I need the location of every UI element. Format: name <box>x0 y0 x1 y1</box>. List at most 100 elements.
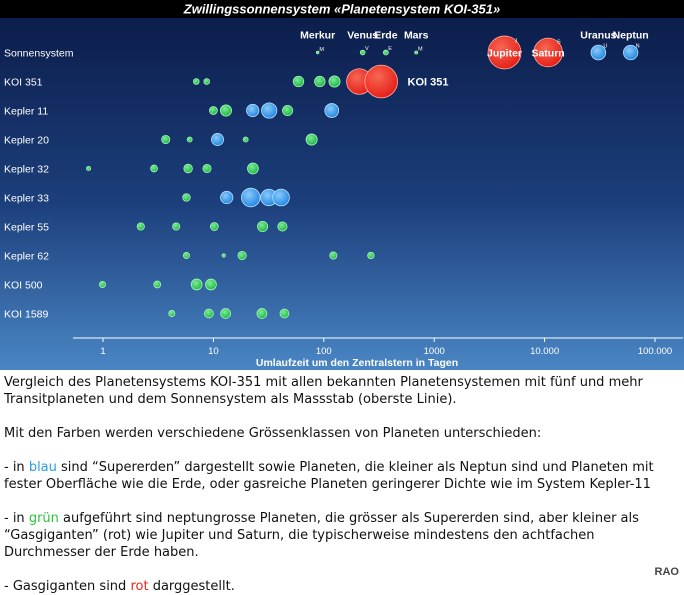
planet-point <box>203 78 211 85</box>
planet-point <box>182 252 190 259</box>
planet-letter: J <box>515 38 518 44</box>
x-tick-label: 1 <box>100 346 105 357</box>
planet-point <box>205 278 217 291</box>
row-label-koi-1589: KOI 1589 <box>4 309 49 321</box>
caption-blue-pre: - in <box>4 460 29 475</box>
x-tick-label: 10.000 <box>530 346 559 357</box>
planet-point <box>182 193 191 202</box>
planet-point <box>219 104 232 117</box>
planet-point <box>183 163 193 174</box>
system-annotation: KOI 351 <box>408 77 449 89</box>
caption-green: - in grün aufgeführt sind neptungrosse P… <box>4 510 680 561</box>
row-label-koi-500: KOI 500 <box>4 280 43 292</box>
planet-name-jupiter: Jupiter <box>487 48 522 60</box>
planet-name-mars: Mars <box>404 30 429 42</box>
x-axis-label: Umlaufzeit um den Zentralstern in Tagen <box>256 357 458 369</box>
row-label-kepler-33: Kepler 33 <box>4 193 49 205</box>
planet-point <box>168 310 176 317</box>
planet-point <box>172 222 181 231</box>
caption-red-pre: - Gasgiganten sind <box>4 579 131 594</box>
planet-point <box>364 64 398 99</box>
planet-point <box>272 188 290 207</box>
planet-point <box>359 49 366 56</box>
planet-name-erde: Erde <box>374 30 398 42</box>
caption-intro: Vergleich des Planetensystems KOI-351 mi… <box>4 375 643 407</box>
planet-name-merkur: Merkur <box>300 30 335 42</box>
planet-name-uranus: Uranus <box>580 30 616 42</box>
planet-system-chart: Zwillingssonnensystem «Planetensystem KO… <box>0 0 684 370</box>
planet-point <box>277 221 288 232</box>
planet-point <box>257 220 269 233</box>
row-label-koi-351: KOI 351 <box>4 77 43 89</box>
planet-point <box>414 50 419 55</box>
planet-point <box>533 37 563 68</box>
planet-point <box>305 133 318 146</box>
planet-point <box>204 308 214 319</box>
caption-green-post: aufgeführt sind neptungrosse Planeten, d… <box>4 511 639 560</box>
x-tick-label: 1000 <box>424 346 445 357</box>
caption-red-word: rot <box>130 579 149 594</box>
planet-letter: M <box>319 47 324 53</box>
system-rows: Sonnensystem KOI 351 Kepler 11 Kepler 20 Kep… <box>4 30 649 321</box>
planet-point <box>324 103 340 118</box>
system-kepler-20 <box>161 133 318 146</box>
caption-blue-post: sind “Supererden” dargestellt sowie Plan… <box>4 460 654 492</box>
system-kepler-33 <box>182 187 290 208</box>
row-label-kepler-55: Kepler 55 <box>4 222 49 234</box>
caption: Vergleich des Planetensystems KOI-351 mi… <box>4 374 680 595</box>
x-ticks: 1 10 100 1000 10.000 100.000 <box>100 338 672 357</box>
planet-point <box>193 78 200 85</box>
chart-background <box>0 0 684 370</box>
system-sonnensystem: M Merkur V Venus E Erde M Mars J Jupiter S Saturn UU… <box>300 30 649 70</box>
planet-point <box>328 75 341 88</box>
planet-point <box>221 253 226 258</box>
system-kepler-11 <box>209 102 340 119</box>
planet-point <box>382 49 389 56</box>
x-tick-label: 100 <box>316 346 332 357</box>
row-label-sonnensystem: Sonnensystem <box>4 48 74 60</box>
planet-point <box>329 251 338 260</box>
planet-point <box>623 44 639 61</box>
x-tick-label: 100.000 <box>638 346 672 357</box>
planet-point <box>292 75 305 88</box>
planet-point <box>314 75 326 88</box>
row-label-kepler-11: Kepler 11 <box>4 106 48 118</box>
credit-label: RAO <box>654 566 679 578</box>
caption-blue-word: blau <box>28 460 57 475</box>
planet-point <box>256 308 268 319</box>
planet-point <box>487 35 522 70</box>
planet-point <box>150 164 158 173</box>
row-label-kepler-32: Kepler 32 <box>4 164 49 176</box>
system-koi-1589 <box>168 308 290 319</box>
row-label-kepler-20: Kepler 20 <box>4 135 49 147</box>
system-koi-351: KOI 351 <box>193 64 449 99</box>
planet-point <box>211 133 224 146</box>
caption-green-word: grün <box>28 511 59 526</box>
planet-point <box>261 102 278 119</box>
planet-name-neptun: Neptun <box>613 30 649 42</box>
planet-letter: E <box>388 46 392 52</box>
planet-point <box>247 162 259 175</box>
planet-point <box>202 163 212 174</box>
planet-name-venus: Venus <box>347 30 378 42</box>
caption-red: - Gasgiganten sind rot darggestellt. <box>4 578 680 595</box>
caption-blue: - in blau sind “Supererden” dargestellt … <box>4 459 680 493</box>
planet-letter: M <box>418 47 423 53</box>
caption-green-pre: - in <box>4 511 29 526</box>
system-kepler-62 <box>182 250 375 261</box>
planet-point <box>220 190 234 205</box>
planet-point <box>161 134 171 145</box>
planet-point <box>220 308 231 319</box>
planet-point <box>186 136 193 143</box>
chart-title: Zwillingssonnensystem «Planetensystem KO… <box>183 2 500 17</box>
title-bar <box>0 0 684 18</box>
planet-point <box>315 50 320 55</box>
planet-point <box>237 250 247 261</box>
planet-point <box>367 251 375 260</box>
planet-point <box>209 222 219 231</box>
system-koi-500 <box>99 278 217 291</box>
planet-point <box>86 165 92 172</box>
planet-point <box>153 280 162 289</box>
planet-letter: N <box>636 44 640 50</box>
caption-colors-note: Mit den Farben werden verschiedene Gröss… <box>4 426 542 441</box>
